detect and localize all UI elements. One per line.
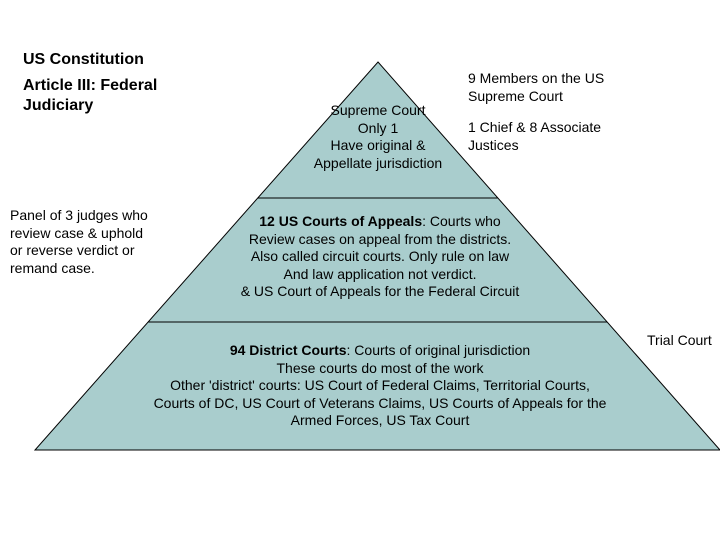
district-title-rest: : Courts of original jurisdiction [347, 342, 531, 358]
tier-district-courts: 94 District Courts: Courts of original j… [100, 342, 660, 430]
sc-members-line-1: 9 Members on the US [468, 70, 604, 88]
sc-line-1: Only 1 [260, 120, 496, 138]
appeals-title: 12 US Courts of Appeals: Courts who [170, 213, 590, 231]
district-line-3: Courts of DC, US Court of Veterans Claim… [100, 395, 660, 413]
district-title: 94 District Courts: Courts of original j… [100, 342, 660, 360]
article-line-2: Judiciary [23, 96, 157, 116]
sc-line-2: Have original & [260, 137, 496, 155]
appeals-line-4: & US Court of Appeals for the Federal Ci… [170, 283, 590, 301]
appeals-title-bold: 12 US Courts of Appeals [259, 213, 422, 229]
constitution-title: US Constitution [23, 50, 157, 70]
district-line-4: Armed Forces, US Tax Court [100, 412, 660, 430]
panel-line-3: or reverse verdict or [10, 242, 148, 260]
district-line-1: These courts do most of the work [100, 360, 660, 378]
panel-line-1: Panel of 3 judges who [10, 207, 148, 225]
header-block: US Constitution Article III: Federal Jud… [23, 50, 157, 116]
panel-line-2: review case & uphold [10, 225, 148, 243]
district-title-bold: 94 District Courts [230, 342, 347, 358]
sc-title: Supreme Court [260, 102, 496, 120]
district-line-2: Other 'district' courts: US Court of Fed… [100, 377, 660, 395]
sc-line-3: Appellate jurisdiction [260, 155, 496, 173]
appeals-title-rest: : Courts who [422, 213, 501, 229]
tier-supreme-court: Supreme Court Only 1 Have original & App… [260, 102, 496, 172]
appeals-line-2: Also called circuit courts. Only rule on… [170, 248, 590, 266]
article-line-1: Article III: Federal [23, 76, 157, 96]
appeals-left-annotation: Panel of 3 judges who review case & upho… [10, 207, 148, 277]
appeals-line-1: Review cases on appeal from the district… [170, 231, 590, 249]
appeals-line-3: And law application not verdict. [170, 266, 590, 284]
panel-line-4: remand case. [10, 260, 148, 278]
tier-courts-of-appeals: 12 US Courts of Appeals: Courts who Revi… [170, 213, 590, 301]
